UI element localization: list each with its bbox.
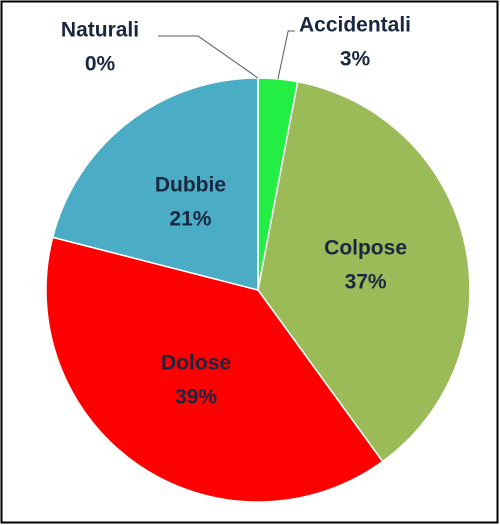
slice-label: Colpose bbox=[324, 236, 407, 259]
slice-label: Dolose bbox=[161, 352, 231, 375]
pie-slice bbox=[257, 80, 471, 463]
slice-value-label: 0% bbox=[85, 53, 116, 76]
pie-slice bbox=[45, 236, 384, 503]
leader-line bbox=[158, 35, 259, 79]
labels: Naturali 0% Accidentali 3% Colpose 37% Dolose 3… bbox=[61, 14, 411, 409]
pie bbox=[45, 77, 471, 503]
slice-value-label: 21% bbox=[169, 207, 211, 230]
leader-line bbox=[277, 30, 295, 80]
slice-value-label: 37% bbox=[345, 270, 387, 293]
slice-value-label: 39% bbox=[175, 386, 217, 409]
pie-slice bbox=[51, 77, 259, 291]
slice-label: Accidentali bbox=[299, 14, 411, 37]
slice-label: Naturali bbox=[61, 19, 139, 42]
slice-value-label: 3% bbox=[340, 48, 371, 71]
slice-label: Dubbie bbox=[155, 173, 226, 196]
